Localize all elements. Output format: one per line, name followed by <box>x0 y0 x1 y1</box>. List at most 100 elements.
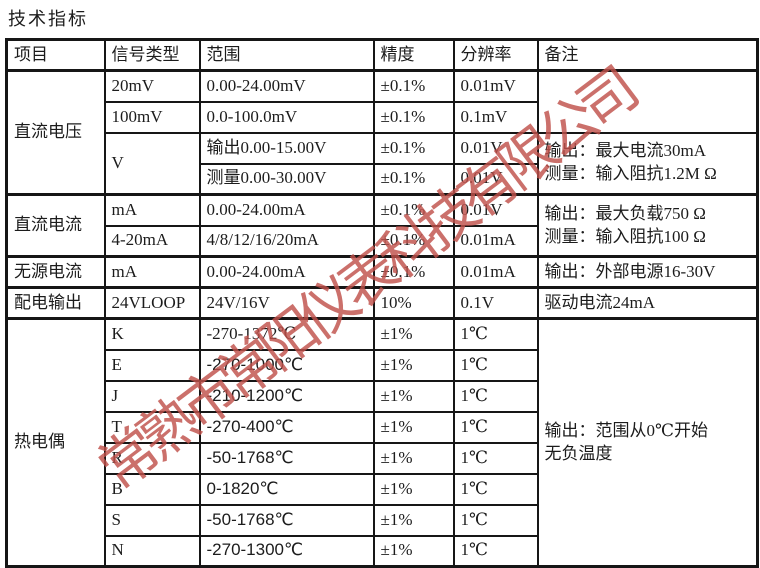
cell-range: 24V/16V <box>198 286 375 320</box>
cell-accuracy: ±1% <box>372 472 455 506</box>
cell-signal: 4-20mA <box>103 224 201 258</box>
cell-resolution: 1℃ <box>452 441 539 475</box>
table-row: N -270-1300℃ ±1% 1℃ <box>7 534 758 568</box>
cell-accuracy: ±0.1% <box>372 224 455 258</box>
col-header-remark: 备注 <box>536 38 759 72</box>
cell-signal: K <box>103 317 201 351</box>
header-row: 项目 信号类型 范围 精度 分辨率 备注 <box>5 38 759 72</box>
col-header-item: 项目 <box>5 38 106 72</box>
cell-accuracy: ±0.1% <box>372 100 455 134</box>
cell-signal: N <box>103 534 201 568</box>
cell-range: 0.00-24.00mA <box>198 193 375 227</box>
cell-signal: 100mV <box>103 100 201 134</box>
remark-line: 测量：输入阻抗1.2M Ω <box>544 164 717 184</box>
cell-accuracy: ±1% <box>372 441 455 475</box>
cell-range: 输出0.00-15.00V <box>198 131 375 165</box>
cell-resolution: 1℃ <box>452 379 539 413</box>
cell-signal: R <box>103 441 201 475</box>
cell-remark-loop-power: 驱动电流24mA <box>536 286 759 320</box>
cell-resolution: 1℃ <box>452 503 539 537</box>
cell-remark-dc-voltage: 输出：最大电流30mA 测量：输入阻抗1.2M Ω <box>536 131 759 196</box>
cell-resolution: 0.1mV <box>452 100 539 134</box>
cell-remark-dc-current: 输出：最大负载750 Ω 测量：输入阻抗100 Ω <box>536 193 759 258</box>
cell-signal: B <box>103 472 201 506</box>
table-row: T -270-400℃ ±1% 1℃ <box>7 410 758 444</box>
remark-line: 输出：最大负载750 Ω <box>544 203 706 223</box>
table-row: 热电偶 K -270-1372℃ ±1% 1℃ 输出：范围从0℃开始 无负温度 <box>5 317 759 568</box>
cell-remark-thermocouple: 输出：范围从0℃开始 无负温度 <box>536 317 759 568</box>
cell-range: 0-1820℃ <box>198 472 375 506</box>
cell-accuracy: ±0.1% <box>372 69 455 103</box>
cell-signal: S <box>103 503 201 537</box>
table-row: S -50-1768℃ ±1% 1℃ <box>7 503 758 537</box>
cell-range: 0.00-24.00mV <box>198 69 375 103</box>
cell-accuracy: ±1% <box>372 503 455 537</box>
cell-resolution: 1℃ <box>452 317 539 351</box>
cell-range: -50-1768℃ <box>198 503 375 537</box>
table-row: V 输出0.00-15.00V ±0.1% 0.01V 输出：最大电流30mA … <box>7 131 759 196</box>
table-row: 直流电压 20mV 0.00-24.00mV ±0.1% 0.01mV <box>5 69 759 196</box>
table-row: R -50-1768℃ ±1% 1℃ <box>7 441 758 475</box>
cell-signal: 24VLOOP <box>103 286 201 320</box>
cell-resolution: 0.01V <box>452 131 539 165</box>
cell-accuracy: ±1% <box>372 534 455 568</box>
cell-resolution: 0.01V <box>452 193 539 227</box>
col-header-resolution: 分辨率 <box>452 38 539 72</box>
remark-line: 输出：范围从0℃开始 <box>544 420 709 440</box>
remark-line: 输出：最大电流30mA <box>544 141 707 161</box>
col-header-range: 范围 <box>198 38 375 72</box>
spec-table: 项目 信号类型 范围 精度 分辨率 备注 直流电压 20mV 0.00-24.0… <box>5 38 759 568</box>
cell-accuracy: ±0.1% <box>372 255 455 289</box>
cell-range: -210-1200℃ <box>198 379 375 413</box>
cell-range: -270-1372℃ <box>198 317 375 351</box>
cell-range: -270-400℃ <box>198 410 375 444</box>
cell-range: 4/8/12/16/20mA <box>198 224 375 258</box>
table-row: 4-20mA 4/8/12/16/20mA ±0.1% 0.01mA <box>7 224 758 258</box>
cell-signal-v: V <box>103 131 201 196</box>
cell-remark-empty <box>536 69 759 134</box>
cell-accuracy: ±0.1% <box>372 193 455 227</box>
cell-range: -270-1000℃ <box>198 348 375 382</box>
cell-signal: J <box>103 379 201 413</box>
cell-signal: mA <box>103 193 201 227</box>
cell-resolution: 0.01V <box>452 162 539 196</box>
cell-accuracy: ±0.1% <box>372 131 455 165</box>
table-row: J -210-1200℃ ±1% 1℃ <box>7 379 758 413</box>
remark-line: 无负温度 <box>544 443 613 463</box>
cell-resolution: 1℃ <box>452 348 539 382</box>
cell-accuracy: ±1% <box>372 410 455 444</box>
item-label-dc-current: 直流电流 <box>5 193 106 258</box>
cell-accuracy: ±1% <box>372 379 455 413</box>
item-label-loop-power: 配电输出 <box>5 286 106 320</box>
cell-resolution: 0.01mV <box>452 69 539 103</box>
page-title: 技术指标 <box>8 9 88 29</box>
table-row: 测量0.00-30.00V ±0.1% 0.01V <box>7 162 758 196</box>
remark-line: 测量：输入阻抗100 Ω <box>544 226 706 246</box>
cell-resolution: 0.1V <box>452 286 539 320</box>
col-header-accuracy: 精度 <box>372 38 455 72</box>
cell-range: 0.0-100.0mV <box>198 100 375 134</box>
cell-resolution: 1℃ <box>452 410 539 444</box>
col-header-signal: 信号类型 <box>103 38 201 72</box>
table-row: 100mV 0.0-100.0mV ±0.1% 0.1mV <box>7 100 758 134</box>
cell-accuracy: ±1% <box>372 348 455 382</box>
cell-accuracy: 10% <box>372 286 455 320</box>
cell-signal: T <box>103 410 201 444</box>
cell-range: -50-1768℃ <box>198 441 375 475</box>
cell-accuracy: ±0.1% <box>372 162 455 196</box>
cell-resolution: 0.01mA <box>452 224 539 258</box>
cell-range: 0.00-24.00mA <box>198 255 375 289</box>
item-label-dc-voltage: 直流电压 <box>5 69 106 196</box>
cell-resolution: 0.01mA <box>452 255 539 289</box>
table-row: 配电输出 24VLOOP 24V/16V 10% 0.1V 驱动电流24mA <box>5 286 759 320</box>
cell-resolution: 1℃ <box>452 534 539 568</box>
cell-signal: mA <box>103 255 201 289</box>
table-row: B 0-1820℃ ±1% 1℃ <box>7 472 758 506</box>
item-label-thermocouple: 热电偶 <box>5 317 106 568</box>
cell-range: -270-1300℃ <box>198 534 375 568</box>
table-row: E -270-1000℃ ±1% 1℃ <box>7 348 758 382</box>
cell-signal: 20mV <box>103 69 201 103</box>
table-row: 直流电流 mA 0.00-24.00mA ±0.1% 0.01V 输出：最大负载… <box>5 193 759 258</box>
cell-range: 测量0.00-30.00V <box>198 162 375 196</box>
cell-accuracy: ±1% <box>372 317 455 351</box>
